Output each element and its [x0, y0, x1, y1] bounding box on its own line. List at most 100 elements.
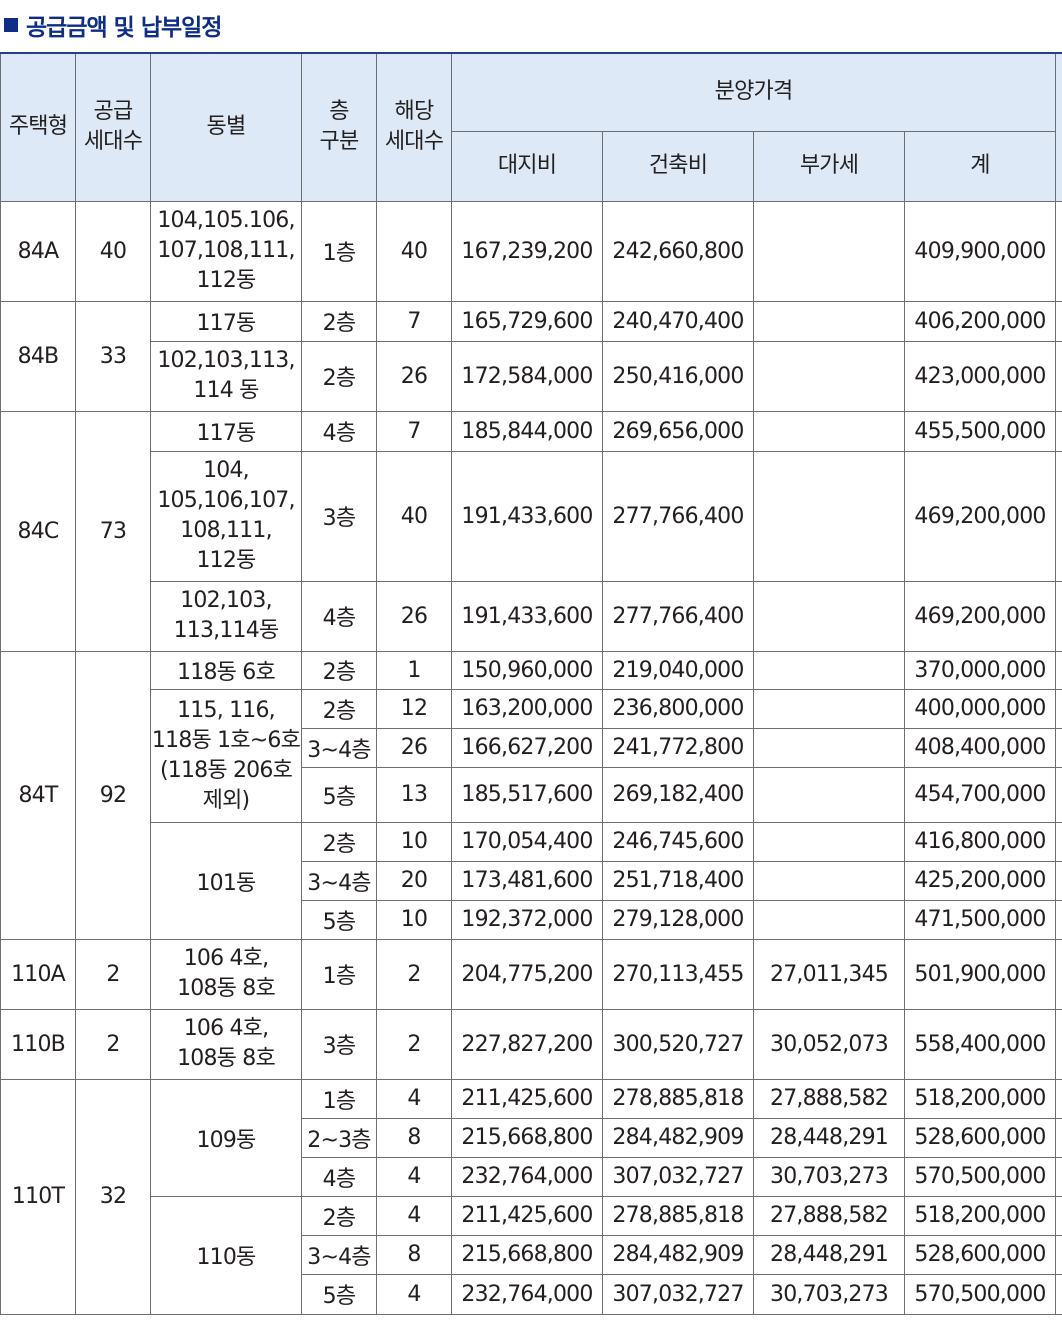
- floor-cell: 2층: [301, 821, 377, 862]
- vat-cell: 28,448,291: [753, 1234, 905, 1275]
- vat-cell: 27,011,345: [753, 938, 905, 1010]
- type-cell: 84A: [0, 200, 76, 302]
- header-units: 해당 세대수: [376, 52, 452, 202]
- overflow-cell: [1055, 200, 1062, 302]
- construction-price-cell: 269,182,400: [602, 766, 754, 823]
- floor-cell: 3~4층: [301, 860, 377, 901]
- units-cell: 4: [376, 1078, 452, 1119]
- header-supply-units: 공급 세대수: [75, 52, 151, 202]
- construction-price-cell: 242,660,800: [602, 200, 754, 302]
- floor-cell: 2층: [301, 688, 377, 729]
- floor-cell: 3층: [301, 1008, 377, 1080]
- units-cell: 12: [376, 688, 452, 729]
- building-cell: 117동: [150, 410, 302, 452]
- floor-cell: 4층: [301, 1156, 377, 1197]
- overflow-cell: [1055, 766, 1062, 823]
- vat-cell: 27,888,582: [753, 1195, 905, 1236]
- land-price-cell: 150,960,000: [451, 650, 603, 690]
- construction-price-cell: 284,482,909: [602, 1117, 754, 1158]
- construction-price-cell: 278,885,818: [602, 1195, 754, 1236]
- overflow-cell: [1055, 688, 1062, 729]
- construction-price-cell: 251,718,400: [602, 860, 754, 901]
- total-price-cell: 471,500,000: [903, 899, 1057, 940]
- construction-price-cell: 241,772,800: [602, 727, 754, 768]
- total-price-cell: 528,600,000: [903, 1117, 1057, 1158]
- land-price-cell: 191,433,600: [451, 580, 603, 652]
- floor-cell: 1층: [301, 938, 377, 1010]
- construction-price-cell: 278,885,818: [602, 1078, 754, 1119]
- type-cell: 110B: [0, 1008, 76, 1080]
- units-cell: 1: [376, 650, 452, 690]
- table-row: 110A 2 106 4호, 108동 8호 1층 2 204,775,200 270,113…: [0, 938, 1062, 1010]
- floor-cell: 2층: [301, 340, 377, 412]
- building-cell: 106 4호, 108동 8호: [150, 1008, 302, 1080]
- units-cell: 4: [376, 1195, 452, 1236]
- overflow-cell: [1055, 1117, 1062, 1158]
- overflow-cell: [1055, 860, 1062, 901]
- land-price-cell: 163,200,000: [451, 688, 603, 729]
- units-cell: 26: [376, 340, 452, 412]
- type-cell: 110A: [0, 938, 76, 1010]
- units-cell: 2: [376, 1008, 452, 1080]
- floor-cell: 5층: [301, 766, 377, 823]
- table-row: 84A 40 104,105.106, 107,108,111, 112동 1층 40 167…: [0, 200, 1062, 302]
- supply-cell: 73: [75, 410, 151, 652]
- vat-cell: [753, 340, 905, 412]
- floor-cell: 2~3층: [301, 1117, 377, 1158]
- land-price-cell: 215,668,800: [451, 1234, 603, 1275]
- vat-cell: [753, 200, 905, 302]
- vat-cell: 30,703,273: [753, 1156, 905, 1197]
- table-row: 115, 116, 118동 1호~6호 (118동 206호 제외) 2층 12 163,…: [1, 688, 1062, 823]
- price-table: 주택형 공급 세대수 동별 층 구분 해당 세대수 분양가격 대지비 건축비 부가세 …: [0, 52, 1062, 1315]
- total-price-cell: 400,000,000: [903, 688, 1057, 729]
- overflow-cell: [1055, 1273, 1062, 1315]
- building-cell: 101동: [150, 821, 302, 940]
- floor-cell: 1층: [301, 1078, 377, 1119]
- total-price-cell: 518,200,000: [903, 1078, 1057, 1119]
- section-title-text: 공급금액 및 납부일정: [26, 15, 222, 41]
- vat-cell: 30,052,073: [753, 1008, 905, 1080]
- table-row: 84C 73 117동 4층 7 185,844,000 269,656,000 455,50…: [0, 410, 1062, 652]
- header-construction: 건축비: [602, 130, 754, 202]
- vat-cell: [753, 410, 905, 452]
- units-cell: 40: [376, 200, 452, 302]
- table-row: 101동 2층 10 170,054,400 246,745,600 416,800,00…: [1, 821, 1062, 940]
- supply-cell: 40: [75, 200, 151, 302]
- supply-cell: 2: [75, 1008, 151, 1080]
- land-price-cell: 211,425,600: [451, 1078, 603, 1119]
- land-price-cell: 172,584,000: [451, 340, 603, 412]
- total-price-cell: 370,000,000: [903, 650, 1057, 690]
- construction-price-cell: 279,128,000: [602, 899, 754, 940]
- table-row: 110동 2층 4 211,425,600 278,885,818 27,888,582 5…: [1, 1195, 1062, 1315]
- building-cell: 104, 105,106,107, 108,111, 112동: [150, 450, 302, 582]
- construction-price-cell: 307,032,727: [602, 1156, 754, 1197]
- units-cell: 10: [376, 821, 452, 862]
- type-cell: 84C: [0, 410, 76, 652]
- building-cell: 109동: [150, 1078, 302, 1197]
- construction-price-cell: 277,766,400: [602, 580, 754, 652]
- vat-cell: [753, 860, 905, 901]
- header-floor: 층 구분: [301, 52, 377, 202]
- vat-cell: [753, 727, 905, 768]
- table-row: 84B 33 117동 2층 7 165,729,600 240,470,400 406,20…: [0, 300, 1062, 412]
- units-cell: 10: [376, 899, 452, 940]
- building-cell: 102,103, 113,114동: [150, 580, 302, 652]
- construction-price-cell: 270,113,455: [602, 938, 754, 1010]
- land-price-cell: 204,775,200: [451, 938, 603, 1010]
- overflow-cell: [1055, 899, 1062, 940]
- total-price-cell: 416,800,000: [903, 821, 1057, 862]
- overflow-cell: [1055, 1195, 1062, 1236]
- floor-cell: 2층: [301, 1195, 377, 1236]
- land-price-cell: 167,239,200: [451, 200, 603, 302]
- table-row: 84T 92 118동 6호 2층 1 150,960,000 219,040,000 370…: [0, 650, 1062, 940]
- construction-price-cell: 219,040,000: [602, 650, 754, 690]
- vat-cell: 28,448,291: [753, 1117, 905, 1158]
- land-price-cell: 173,481,600: [451, 860, 603, 901]
- supply-cell: 32: [75, 1078, 151, 1315]
- total-price-cell: 558,400,000: [903, 1008, 1057, 1080]
- total-price-cell: 423,000,000: [903, 340, 1057, 412]
- total-price-cell: 406,200,000: [903, 300, 1057, 342]
- land-price-cell: 232,764,000: [451, 1156, 603, 1197]
- header-price-group: 분양가격: [450, 52, 1057, 132]
- building-cell: 106 4호, 108동 8호: [150, 938, 302, 1010]
